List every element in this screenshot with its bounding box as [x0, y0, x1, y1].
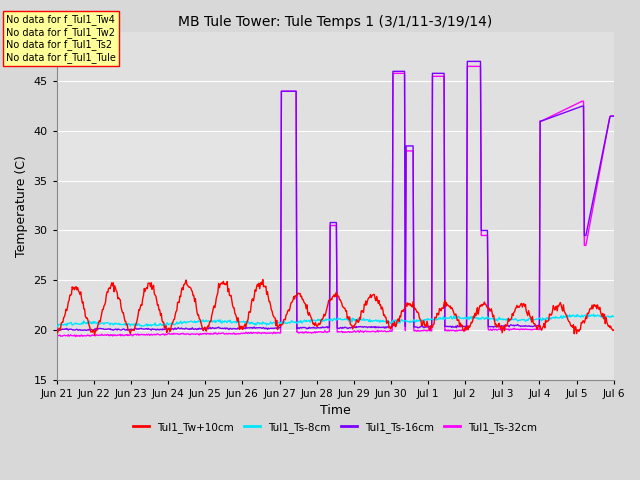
Bar [57, 330, 614, 380]
X-axis label: Time: Time [320, 404, 351, 417]
Title: MB Tule Tower: Tule Temps 1 (3/1/11-3/19/14): MB Tule Tower: Tule Temps 1 (3/1/11-3/19… [178, 15, 492, 29]
Y-axis label: Temperature (C): Temperature (C) [15, 155, 28, 256]
Legend: Tul1_Tw+10cm, Tul1_Ts-8cm, Tul1_Ts-16cm, Tul1_Ts-32cm: Tul1_Tw+10cm, Tul1_Ts-8cm, Tul1_Ts-16cm,… [129, 418, 541, 437]
Bar [57, 230, 614, 280]
Bar [57, 131, 614, 181]
Text: No data for f_Tul1_Tw4
No data for f_Tul1_Tw2
No data for f_Tul1_Ts2
No data for: No data for f_Tul1_Tw4 No data for f_Tul… [6, 14, 116, 63]
